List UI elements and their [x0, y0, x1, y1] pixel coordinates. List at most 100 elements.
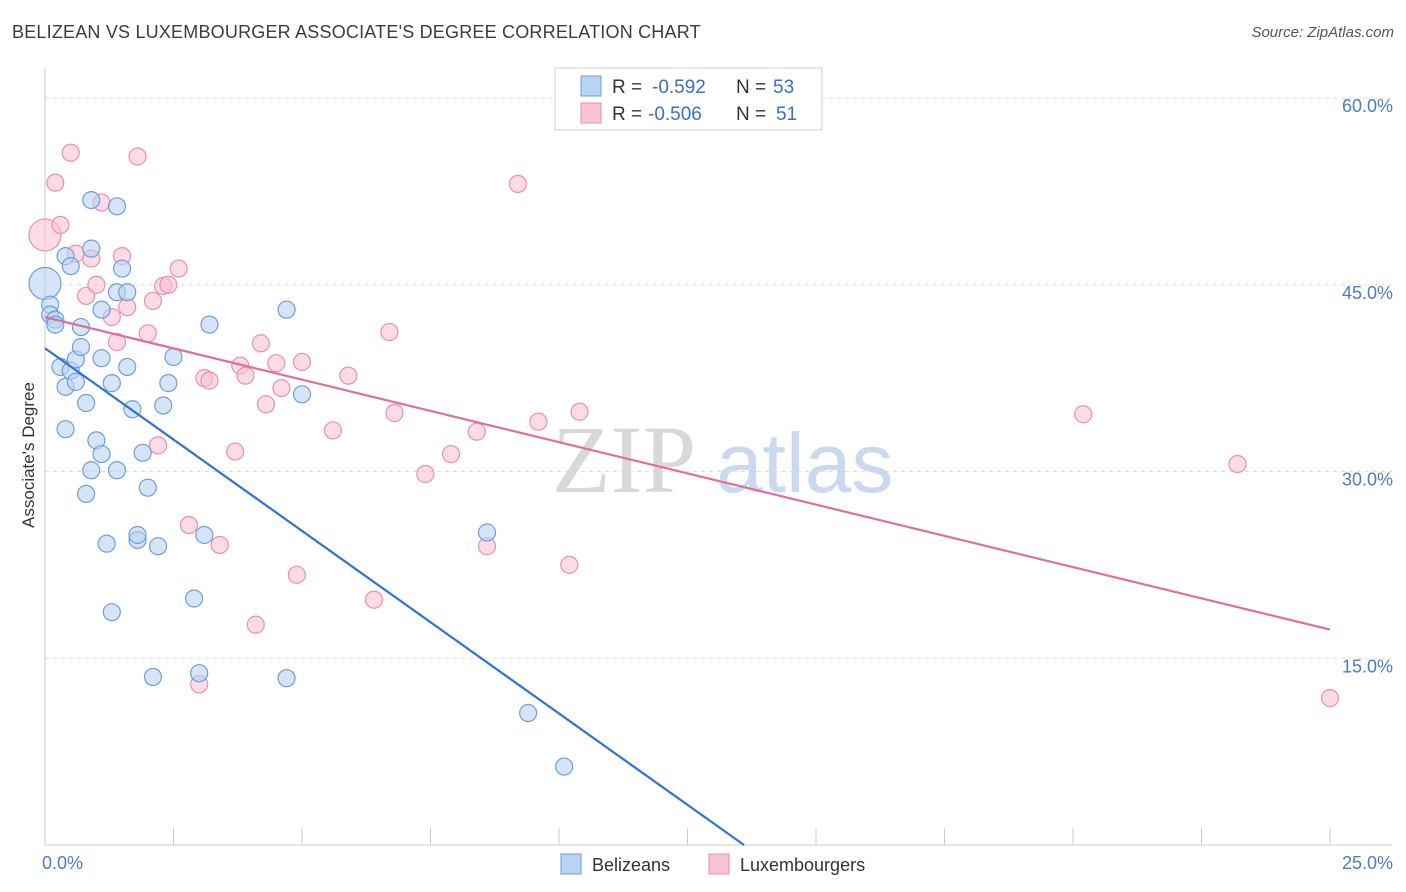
series-legend-label-belizeans: Belizeans [592, 855, 670, 875]
belizean-point-32 [118, 283, 137, 302]
watermark-atlas: atlas [716, 416, 893, 510]
stats-legend: R = -0.592 N = 53 R = -0.506 N = 51 [554, 67, 823, 131]
belizean-point-46 [200, 315, 219, 334]
grid-lines [45, 97, 1392, 659]
luxembourger-point-45 [529, 412, 548, 431]
y-tick-labels: 15.0% 30.0% 45.0% 60.0% [1342, 96, 1393, 676]
x-tick-labels: 0.0% 25.0% [42, 853, 1393, 873]
belizean-point-9 [61, 256, 80, 276]
belizean-point-17 [82, 461, 101, 480]
luxembourger-point-14 [138, 324, 157, 343]
y-tick-label-0: 15.0% [1342, 656, 1393, 676]
belizean-point-30 [112, 259, 132, 278]
luxembourger-point-5 [77, 286, 96, 306]
belizean-point-12 [66, 372, 85, 391]
belizean-point-22 [92, 349, 111, 368]
x-tick-label-0: 0.0% [42, 853, 83, 873]
legend-n-value-1: 53 [773, 77, 794, 98]
belizean-point-18 [82, 190, 101, 210]
luxembourger-point-24 [210, 535, 229, 555]
luxembourger-point-31 [267, 354, 286, 373]
y-tick-label-1: 30.0% [1342, 470, 1393, 490]
belizean-point-42 [164, 347, 183, 367]
belizeans-trend-line [44, 347, 745, 846]
luxembourger-point-38 [380, 322, 399, 342]
luxembourger-point-32 [272, 378, 291, 398]
luxembourger-point-28 [246, 615, 265, 634]
luxembourger-point-37 [364, 590, 384, 609]
belizeans-points [28, 190, 574, 776]
y-axis-label: Associate's Degree [19, 382, 38, 528]
regression-lines [44, 316, 1331, 846]
legend-n-label-2: N = [736, 104, 766, 125]
belizean-point-49 [292, 385, 312, 404]
belizean-point-15 [77, 393, 96, 413]
belizean-point-19 [82, 239, 101, 258]
belizean-point-28 [107, 197, 127, 216]
luxembourger-point-1 [46, 173, 65, 192]
belizean-point-35 [128, 525, 147, 545]
watermark-zip: ZIP [552, 406, 696, 513]
belizean-point-43 [184, 589, 204, 608]
luxembourger-point-29 [251, 334, 270, 353]
belizean-point-45 [195, 525, 214, 545]
legend-n-label-1: N = [736, 77, 766, 98]
luxembourger-point-36 [339, 366, 358, 385]
luxembourger-point-34 [292, 352, 312, 372]
axes [44, 68, 1392, 846]
legend-r-value-2: -0.506 [648, 104, 702, 125]
luxembourger-point-13 [128, 147, 147, 166]
belizean-point-52 [555, 757, 574, 776]
legend-r-label-2: R = [612, 104, 642, 125]
luxembourgers-trend-line [44, 316, 1331, 631]
luxembourger-point-50 [1320, 688, 1340, 708]
luxembourger-point-40 [416, 464, 435, 484]
belizean-point-25 [102, 374, 121, 393]
luxembourger-point-47 [570, 402, 589, 421]
luxembourger-point-16 [148, 436, 168, 455]
luxembourger-point-30 [256, 395, 276, 414]
luxembourger-point-20 [179, 515, 199, 535]
belizean-point-23 [92, 444, 111, 464]
series-legend: Belizeans Luxembourgers [560, 853, 865, 875]
belizean-point-24 [97, 534, 116, 553]
series-legend-label-luxembourgers: Luxembourgers [740, 855, 865, 875]
belizean-point-48 [277, 669, 296, 688]
luxembourger-point-3 [61, 143, 80, 162]
luxembourger-point-2 [51, 215, 70, 235]
belizean-point-37 [138, 478, 157, 497]
luxembourger-point-15 [143, 291, 163, 311]
legend-swatch-pink [580, 102, 602, 124]
belizean-point-39 [148, 537, 168, 556]
source-label: Source: ZipAtlas.com [1251, 24, 1394, 41]
belizean-point-0 [28, 266, 62, 301]
luxembourger-point-41 [441, 444, 461, 464]
luxembourger-point-27 [236, 366, 255, 385]
belizean-point-44 [190, 664, 209, 683]
belizean-point-21 [92, 300, 111, 319]
luxembourger-point-35 [323, 421, 342, 440]
luxembourger-point-44 [508, 174, 527, 194]
y-tick-label-3: 60.0% [1342, 96, 1393, 116]
belizean-point-51 [519, 703, 538, 723]
luxembourger-point-33 [287, 565, 306, 584]
belizean-point-13 [71, 337, 91, 357]
series-legend-swatch-luxembourgers [708, 853, 730, 875]
legend-n-value-2: 51 [776, 104, 797, 125]
luxembourger-point-49 [1228, 454, 1247, 474]
series-legend-swatch-belizeans [560, 853, 582, 875]
luxembourger-point-7 [87, 275, 106, 294]
belizean-point-16 [77, 484, 96, 504]
belizean-point-27 [107, 461, 127, 480]
belizean-point-40 [154, 396, 173, 415]
luxembourger-point-19 [169, 259, 188, 278]
legend-r-value-1: -0.592 [652, 77, 706, 98]
y-tick-label-2: 45.0% [1342, 283, 1393, 303]
luxembourger-point-39 [385, 403, 404, 423]
luxembourger-point-25 [226, 442, 245, 461]
belizean-point-38 [143, 667, 163, 687]
watermark: ZIP atlas [552, 406, 893, 513]
belizean-point-50 [477, 523, 497, 542]
belizean-point-31 [118, 357, 137, 377]
